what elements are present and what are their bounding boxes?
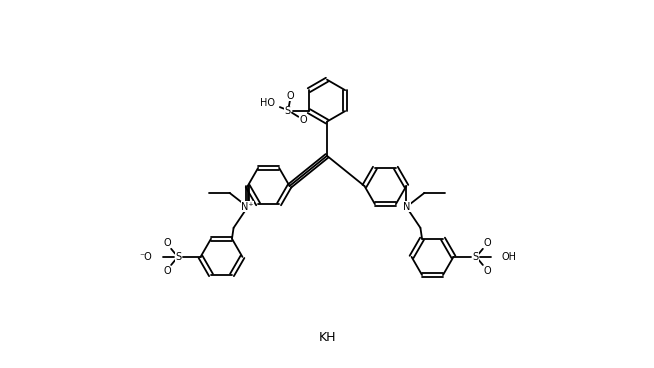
Text: N⁺: N⁺	[241, 202, 254, 212]
Text: O: O	[300, 115, 307, 125]
Text: OH: OH	[502, 252, 517, 262]
Text: S: S	[473, 252, 479, 262]
Text: O: O	[164, 238, 171, 248]
Text: HO: HO	[260, 98, 275, 108]
Text: S: S	[285, 106, 291, 116]
Text: O: O	[483, 238, 490, 248]
Text: ⁻O: ⁻O	[139, 252, 152, 262]
Text: S: S	[175, 252, 181, 262]
Text: O: O	[286, 91, 294, 101]
Text: O: O	[164, 266, 171, 276]
Text: KH: KH	[318, 330, 336, 344]
Text: O: O	[483, 266, 490, 276]
Text: N: N	[403, 202, 410, 212]
